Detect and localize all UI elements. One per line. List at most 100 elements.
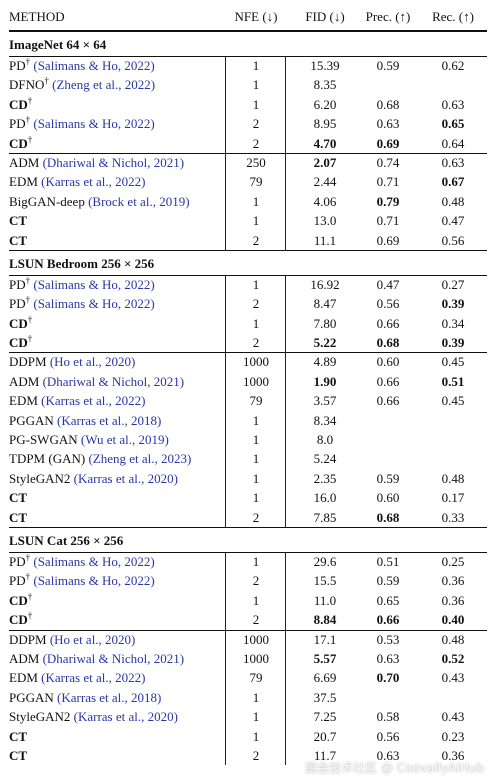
citation-link: (Dhariwal & Nichol, 2021) <box>42 154 185 170</box>
method-cell: ADM (Dhariwal & Nichol, 2021) <box>9 649 184 668</box>
table-row: CD† 1 11.0 0.65 0.36 <box>9 591 487 610</box>
prec-cell: 0.79 <box>376 193 400 209</box>
group-rule <box>9 630 487 631</box>
citation-link: (Ho et al., 2020) <box>49 354 136 370</box>
table-row: CT 2 7.85 0.68 0.33 <box>9 508 487 527</box>
fid-cell: 5.57 <box>313 650 337 666</box>
method-cell: BigGAN-deep (Brock et al., 2019) <box>9 192 190 211</box>
prec-cell: 0.68 <box>376 335 400 351</box>
nfe-cell: 79 <box>249 174 263 190</box>
column-separator <box>225 552 226 630</box>
section-title: LSUN Bedroom 256 × 256 <box>9 255 155 271</box>
header-nfe: NFE (↓) <box>234 9 278 24</box>
method-cell: StyleGAN2 (Karras et al., 2020) <box>9 469 178 488</box>
fid-cell: 6.69 <box>313 670 337 686</box>
dagger-mark: † <box>25 572 31 583</box>
dagger-mark: † <box>27 95 33 106</box>
rec-cell: 0.43 <box>441 709 465 725</box>
citation-link: (Karras et al., 2022) <box>41 670 146 686</box>
method-name: ADM <box>9 650 40 666</box>
prec-cell: 0.63 <box>376 650 400 666</box>
nfe-cell: 1 <box>252 193 260 209</box>
rec-cell: 0.51 <box>441 373 465 389</box>
prec-cell: 0.66 <box>376 315 400 331</box>
citation-link: (Zheng et al., 2022) <box>52 77 156 93</box>
dagger-mark: † <box>25 294 31 305</box>
dagger-mark: † <box>27 134 33 145</box>
method-cell: PD† (Salimans & Ho, 2022) <box>9 552 155 571</box>
method-name: PD <box>9 553 26 569</box>
fid-cell: 16.92 <box>310 276 340 292</box>
nfe-cell: 2 <box>252 509 260 525</box>
fid-cell: 13.0 <box>313 213 337 229</box>
nfe-cell: 2 <box>252 232 260 248</box>
method-name: PG-SWGAN <box>9 432 78 448</box>
watermark: 掘金技术社区 @ CoovallyAIHub <box>305 761 484 775</box>
table-row: PD† (Salimans & Ho, 2022) 2 8.95 0.63 0.65 <box>9 114 487 133</box>
fid-cell: 11.1 <box>313 232 337 248</box>
rec-cell: 0.33 <box>441 509 465 525</box>
method-cell: CT <box>9 231 27 250</box>
dagger-mark: † <box>27 610 33 621</box>
nfe-cell: 1000 <box>243 631 269 647</box>
nfe-cell: 1 <box>252 490 260 506</box>
fid-cell: 15.5 <box>313 573 337 589</box>
rec-cell: 0.36 <box>441 747 465 763</box>
fid-cell: 11.0 <box>313 592 337 608</box>
method-cell: CT <box>9 488 27 507</box>
header-rule <box>9 30 487 32</box>
table-row: DDPM (Ho et al., 2020) 1000 17.1 0.53 0.48 <box>9 630 487 649</box>
fid-cell: 2.44 <box>313 174 337 190</box>
prec-cell: 0.66 <box>376 373 400 389</box>
dagger-mark: † <box>25 275 31 286</box>
table-row: PD† (Salimans & Ho, 2022) 1 15.39 0.59 0.62 <box>9 56 487 75</box>
method-name: CT <box>9 747 28 763</box>
table-row: PD† (Salimans & Ho, 2022) 1 29.6 0.51 0.25 <box>9 552 487 571</box>
nfe-cell: 1 <box>252 412 260 428</box>
fid-cell: 5.22 <box>313 335 337 351</box>
citation-link: (Karras et al., 2022) <box>41 174 146 190</box>
group-rule <box>9 56 487 57</box>
column-separator <box>225 275 226 352</box>
citation-link: (Dhariwal & Nichol, 2021) <box>42 650 185 666</box>
method-cell: DDPM (Ho et al., 2020) <box>9 630 135 649</box>
fid-cell: 4.70 <box>313 135 337 151</box>
table-row: CD† 1 7.80 0.66 0.34 <box>9 314 487 333</box>
citation-link: (Karras et al., 2020) <box>73 470 178 486</box>
method-name: CD <box>9 592 28 608</box>
prec-cell: 0.71 <box>376 213 400 229</box>
citation-link: (Dhariwal & Nichol, 2021) <box>42 373 185 389</box>
table-row: EDM (Karras et al., 2022) 79 2.44 0.71 0.67 <box>9 172 487 191</box>
method-name: TDPM (GAN) <box>9 451 86 467</box>
nfe-cell: 2 <box>252 747 260 763</box>
rec-cell: 0.56 <box>441 232 465 248</box>
nfe-cell: 2 <box>252 573 260 589</box>
nfe-cell: 250 <box>246 154 266 170</box>
nfe-cell: 1 <box>252 689 260 705</box>
prec-cell: 0.65 <box>376 592 400 608</box>
table-body: ImageNet 64 × 64 PD† (Salimans & Ho, 2022… <box>9 31 487 765</box>
method-cell: EDM (Karras et al., 2022) <box>9 172 145 191</box>
nfe-cell: 1 <box>252 432 260 448</box>
nfe-cell: 79 <box>249 670 263 686</box>
prec-cell: 0.71 <box>376 174 400 190</box>
nfe-cell: 2 <box>252 612 260 628</box>
method-name: ADM <box>9 373 40 389</box>
method-cell: CT <box>9 746 27 765</box>
method-cell: PD† (Salimans & Ho, 2022) <box>9 275 155 294</box>
method-name: PD <box>9 58 26 73</box>
rec-cell: 0.64 <box>441 135 465 151</box>
table-row: CD† 2 4.70 0.69 0.64 <box>9 134 487 153</box>
table-row: CD† 2 8.84 0.66 0.40 <box>9 610 487 629</box>
prec-cell: 0.74 <box>376 154 400 170</box>
table-row: CD† 2 5.22 0.68 0.39 <box>9 333 487 352</box>
section-rule <box>9 250 487 251</box>
table-row: TDPM (GAN) (Zheng et al., 2023) 1 5.24 <box>9 449 487 468</box>
nfe-cell: 1 <box>252 96 260 112</box>
nfe-cell: 1000 <box>243 373 269 389</box>
citation-link: (Karras et al., 2018) <box>57 689 162 705</box>
method-cell: CT <box>9 211 27 230</box>
dagger-mark: † <box>25 114 31 125</box>
prec-cell: 0.70 <box>376 670 400 686</box>
fid-cell: 20.7 <box>313 728 337 744</box>
